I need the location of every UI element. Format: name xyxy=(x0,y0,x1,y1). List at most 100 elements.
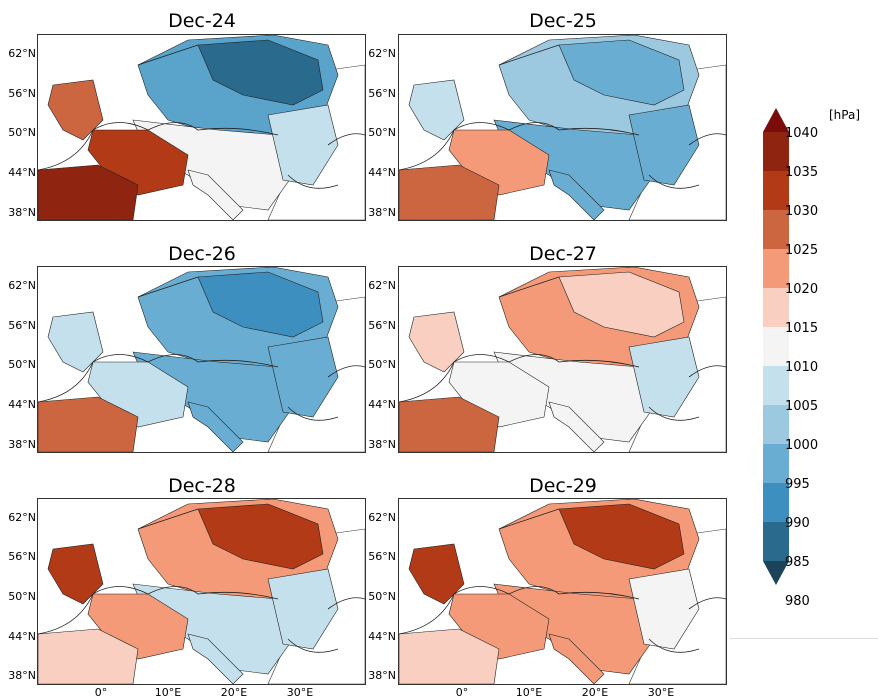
map-svg xyxy=(38,267,365,452)
lat-label: 50°N xyxy=(368,126,396,139)
region-scandinavia xyxy=(558,271,685,338)
lat-label: 38°N xyxy=(8,206,36,219)
lat-label: 38°N xyxy=(368,669,396,682)
lon-label: 10°E xyxy=(515,686,543,699)
coastline xyxy=(38,508,365,653)
colorbar-tick: 1010 xyxy=(785,360,819,375)
map-svg xyxy=(38,499,365,684)
lon-label: 30°E xyxy=(647,686,675,699)
region-iberia xyxy=(399,628,500,684)
region-france xyxy=(87,361,189,428)
lat-label: 50°N xyxy=(8,590,36,603)
lat-label: 56°N xyxy=(8,87,36,100)
region-uk xyxy=(408,79,465,141)
region-uk xyxy=(47,543,104,605)
region-italy xyxy=(187,633,244,684)
map-panel-dec-26 xyxy=(37,266,366,453)
lat-label: 50°N xyxy=(8,358,36,371)
colorbar-segment xyxy=(763,288,789,327)
region-italy xyxy=(548,633,605,684)
region-scandinavia xyxy=(197,503,324,570)
region-east xyxy=(628,336,700,418)
region-iberia xyxy=(38,396,139,452)
colorbar-arrow-top xyxy=(763,108,789,132)
lat-label: 38°N xyxy=(8,438,36,451)
colorbar-arrow-bottom xyxy=(763,561,789,585)
colorbar-segment xyxy=(763,171,789,210)
coastline xyxy=(399,508,726,653)
colorbar-segment xyxy=(763,444,789,483)
map-svg xyxy=(399,499,726,684)
lat-label: 56°N xyxy=(8,319,36,332)
region-scandinavia xyxy=(197,271,324,338)
colorbar-segment xyxy=(763,522,789,561)
panel-title-dec-29: Dec-29 xyxy=(529,475,597,497)
map-panel-dec-25 xyxy=(398,34,727,221)
map-panel-dec-24 xyxy=(37,34,366,221)
region-east xyxy=(628,104,700,186)
region-uk xyxy=(408,543,465,605)
lat-label: 56°N xyxy=(368,319,396,332)
region-east xyxy=(267,568,339,650)
region-scandinavia xyxy=(558,503,685,570)
lat-label: 38°N xyxy=(8,669,36,682)
colorbar-segment xyxy=(763,249,789,288)
lat-label: 44°N xyxy=(8,630,36,643)
region-italy xyxy=(548,169,605,220)
map-panel-dec-29 xyxy=(398,498,727,685)
region-scandinavia xyxy=(558,39,685,106)
colorbar-tick: 995 xyxy=(785,477,810,492)
region-italy xyxy=(187,169,244,220)
panel-title-dec-24: Dec-24 xyxy=(168,10,236,32)
region-uk xyxy=(47,311,104,373)
lat-label: 56°N xyxy=(8,550,36,563)
lat-label: 62°N xyxy=(8,279,36,292)
colorbar-unit-label: [hPa] xyxy=(829,108,861,122)
region-france xyxy=(87,129,189,196)
region-france xyxy=(448,593,550,660)
coastline xyxy=(38,276,365,421)
colorbar-tick: 1000 xyxy=(785,438,819,453)
divider-line xyxy=(730,638,878,639)
region-france xyxy=(87,593,189,660)
colorbar-tick: 1015 xyxy=(785,321,819,336)
map-svg xyxy=(399,35,726,220)
colorbar-segment xyxy=(763,132,789,171)
colorbar-tick: 1030 xyxy=(785,204,819,219)
map-panel-dec-28 xyxy=(37,498,366,685)
lat-label: 44°N xyxy=(368,398,396,411)
lon-label: 0° xyxy=(455,686,469,699)
lat-label: 56°N xyxy=(368,550,396,563)
colorbar-tick: 1025 xyxy=(785,243,819,258)
colorbar-tick: 1040 xyxy=(785,126,819,141)
colorbar-segment xyxy=(763,405,789,444)
region-france xyxy=(448,361,550,428)
lat-label: 62°N xyxy=(368,511,396,524)
colorbar-tick: 990 xyxy=(785,516,810,531)
colorbar-segment xyxy=(763,366,789,405)
region-iberia xyxy=(399,396,500,452)
lat-label: 44°N xyxy=(368,630,396,643)
lat-label: 62°N xyxy=(368,47,396,60)
colorbar-tick: 1020 xyxy=(785,282,819,297)
coastline xyxy=(399,44,726,189)
lat-label: 56°N xyxy=(368,87,396,100)
region-iberia xyxy=(38,164,139,220)
colorbar-tick: 985 xyxy=(785,555,810,570)
lat-label: 38°N xyxy=(368,438,396,451)
region-east xyxy=(628,568,700,650)
region-east xyxy=(267,336,339,418)
colorbar-tick: 980 xyxy=(785,594,810,609)
region-iberia xyxy=(399,164,500,220)
colorbar-segment xyxy=(763,327,789,366)
lat-label: 38°N xyxy=(368,206,396,219)
region-italy xyxy=(548,401,605,452)
lat-label: 62°N xyxy=(8,47,36,60)
lon-label: 10°E xyxy=(154,686,182,699)
colorbar xyxy=(763,108,789,585)
region-uk xyxy=(47,79,104,141)
coastline xyxy=(399,276,726,421)
lat-label: 62°N xyxy=(368,279,396,292)
colorbar-segment xyxy=(763,210,789,249)
lon-label: 30°E xyxy=(286,686,314,699)
